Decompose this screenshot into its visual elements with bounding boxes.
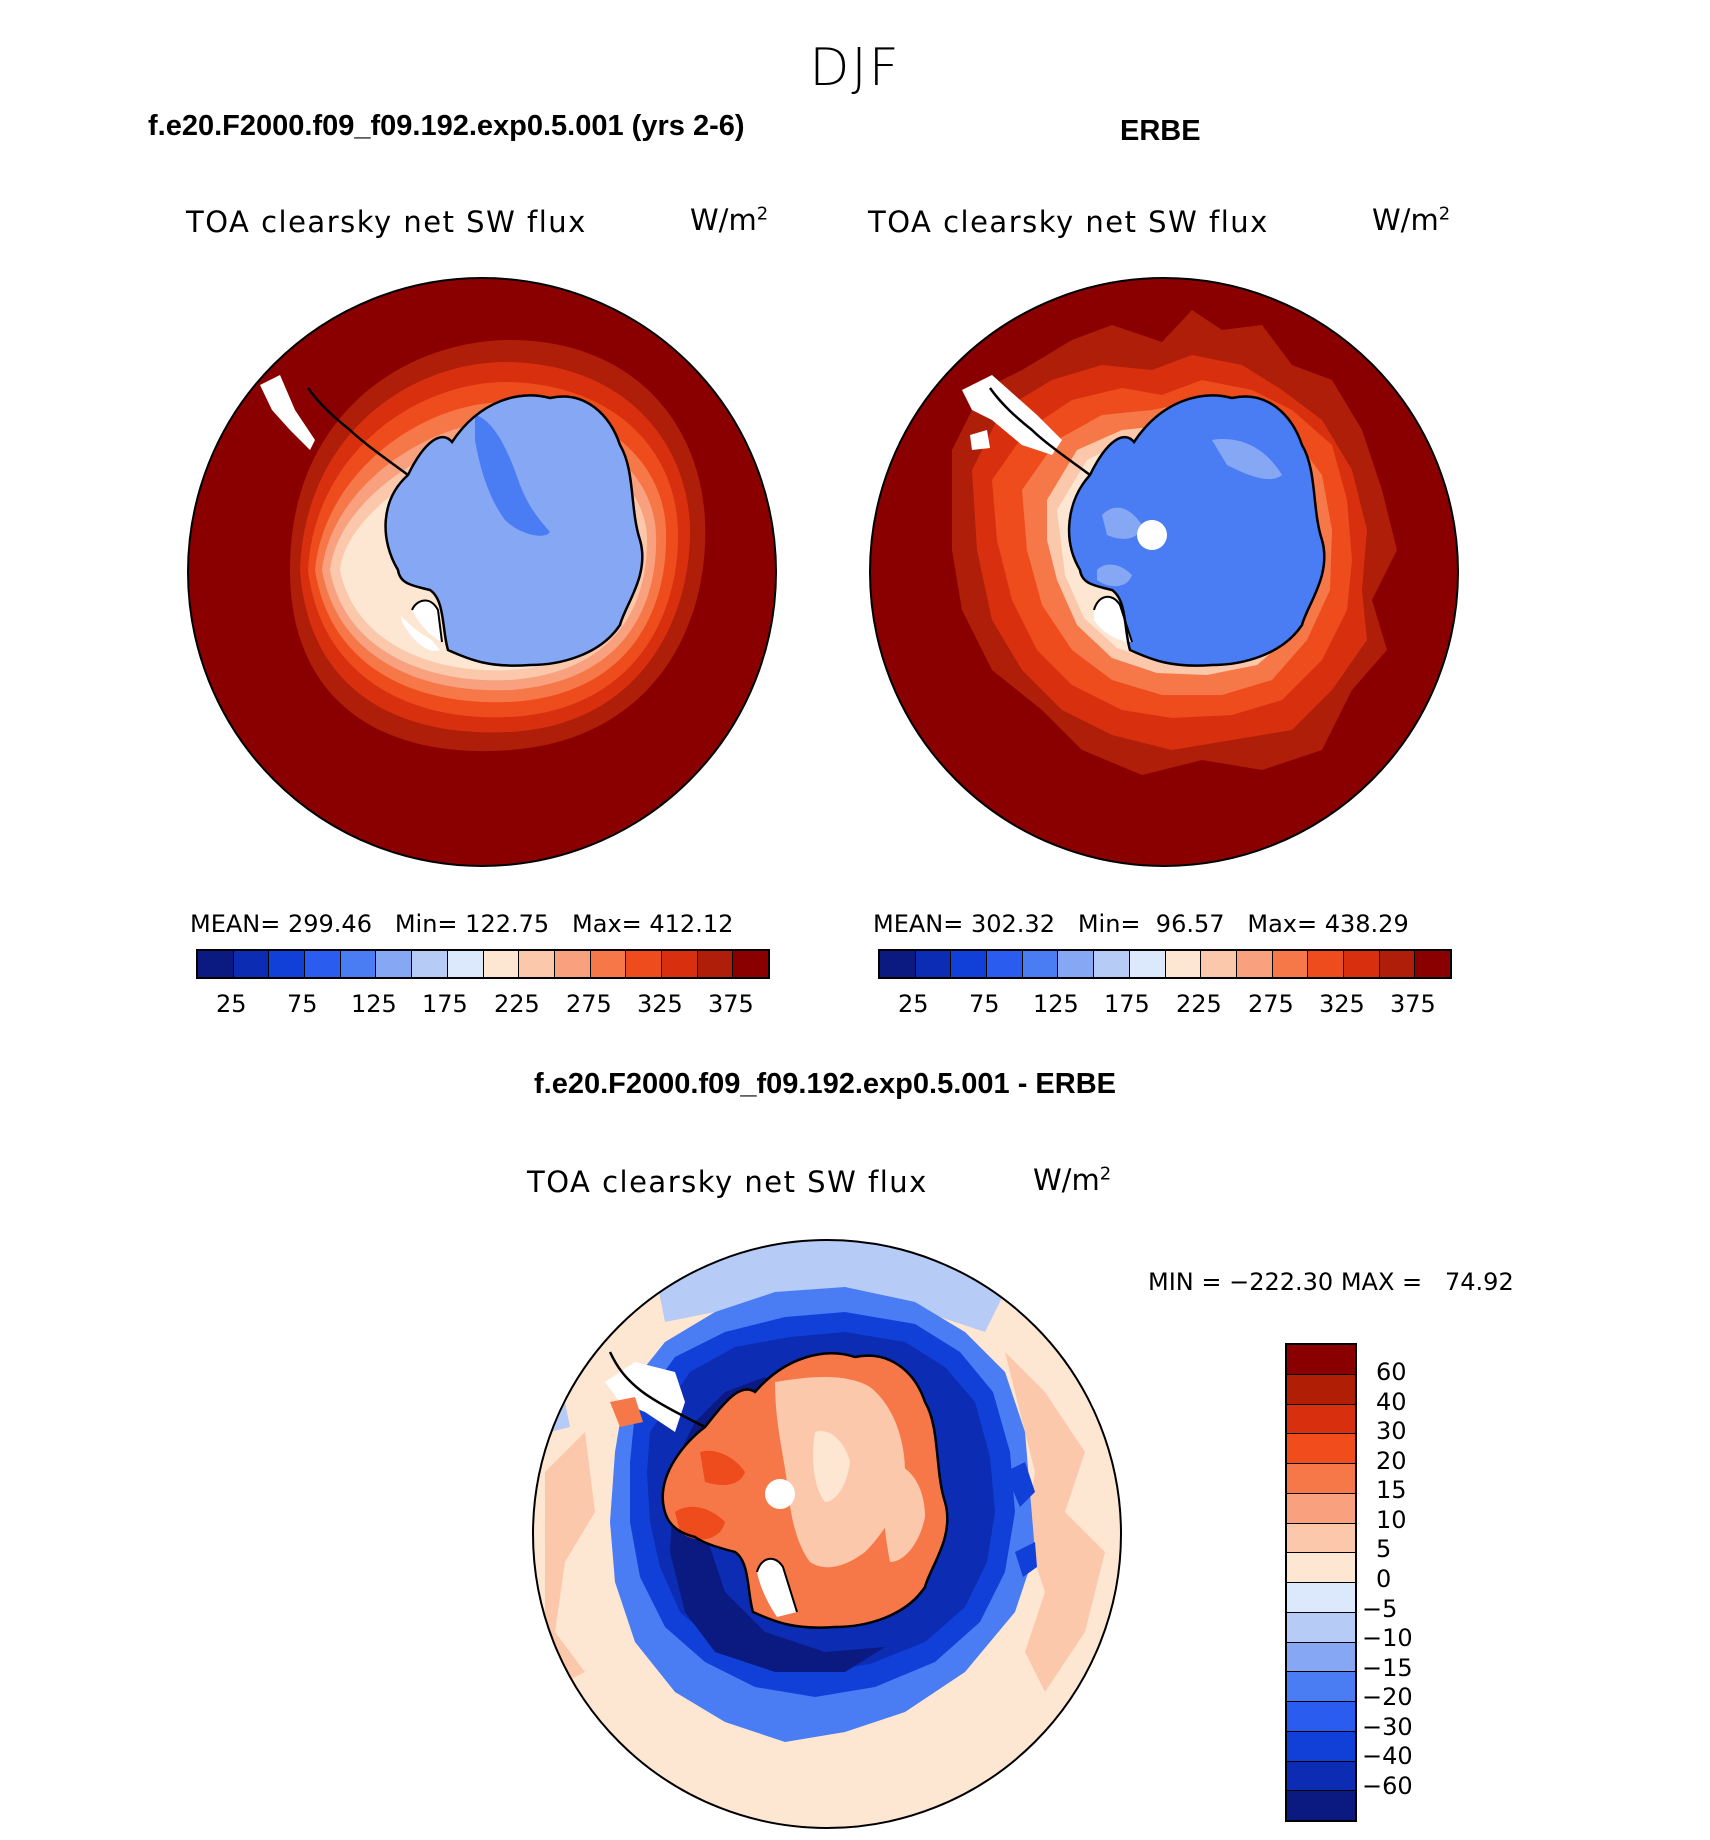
tick-label: 275 [566, 990, 612, 1018]
tick-label: 5 [1376, 1535, 1392, 1563]
tick-label: 40 [1376, 1388, 1407, 1416]
tick-label: 0 [1376, 1565, 1392, 1593]
tick-label: 275 [1248, 990, 1294, 1018]
model-panel-title: f.e20.F2000.f09_f09.192.exp0.5.001 (yrs … [148, 110, 745, 142]
tick-label: −20 [1362, 1683, 1413, 1711]
model-stats: MEAN= 299.46 Min= 122.75 Max= 412.12 [190, 910, 734, 938]
tick-label: 25 [216, 990, 247, 1018]
tick-label: 375 [1390, 990, 1436, 1018]
tick-label: 225 [1176, 990, 1222, 1018]
tick-label: 225 [494, 990, 540, 1018]
tick-label: 30 [1376, 1417, 1407, 1445]
tick-label: 75 [969, 990, 1000, 1018]
model-polar-map [187, 277, 777, 867]
diff-panel-title: f.e20.F2000.f09_f09.192.exp0.5.001 - ERB… [534, 1068, 1116, 1100]
tick-label: −15 [1362, 1654, 1413, 1682]
model-variable-label: TOA clearsky net SW flux [186, 205, 587, 239]
model-unit-label: W/m2 [690, 203, 769, 237]
tick-label: −60 [1362, 1772, 1413, 1800]
tick-label: −5 [1362, 1595, 1398, 1623]
diff-colorbar-ticks: 60 40 30 20 15 10 5 0 −5 −10 −15 −20 −30… [1362, 1343, 1482, 1823]
tick-label: 20 [1376, 1447, 1407, 1475]
diff-unit-label: W/m2 [1033, 1163, 1112, 1197]
tick-label: −30 [1362, 1713, 1413, 1741]
obs-stats: MEAN= 302.32 Min= 96.57 Max= 438.29 [873, 910, 1409, 938]
model-colorbar [196, 949, 770, 979]
obs-variable-label: TOA clearsky net SW flux [868, 205, 1269, 239]
tick-label: −10 [1362, 1624, 1413, 1652]
obs-panel-title: ERBE [1120, 115, 1201, 147]
tick-label: 60 [1376, 1358, 1407, 1386]
tick-label: 175 [422, 990, 468, 1018]
obs-polar-map [869, 277, 1459, 867]
diff-stats: MIN = −222.30 MAX = 74.92 [1148, 1268, 1514, 1296]
tick-label: 375 [708, 990, 754, 1018]
tick-label: 75 [287, 990, 318, 1018]
tick-label: 10 [1376, 1506, 1407, 1534]
tick-label: 175 [1104, 990, 1150, 1018]
diff-colorbar [1285, 1343, 1357, 1822]
season-title: DJF [809, 38, 901, 98]
tick-label: −40 [1362, 1742, 1413, 1770]
tick-label: 25 [898, 990, 929, 1018]
obs-unit-label: W/m2 [1372, 203, 1451, 237]
diff-polar-map [532, 1239, 1122, 1829]
tick-label: 125 [351, 990, 397, 1018]
diff-variable-label: TOA clearsky net SW flux [527, 1165, 928, 1199]
tick-label: 325 [637, 990, 683, 1018]
obs-colorbar [878, 949, 1452, 979]
tick-label: 325 [1319, 990, 1365, 1018]
tick-label: 125 [1033, 990, 1079, 1018]
tick-label: 15 [1376, 1476, 1407, 1504]
